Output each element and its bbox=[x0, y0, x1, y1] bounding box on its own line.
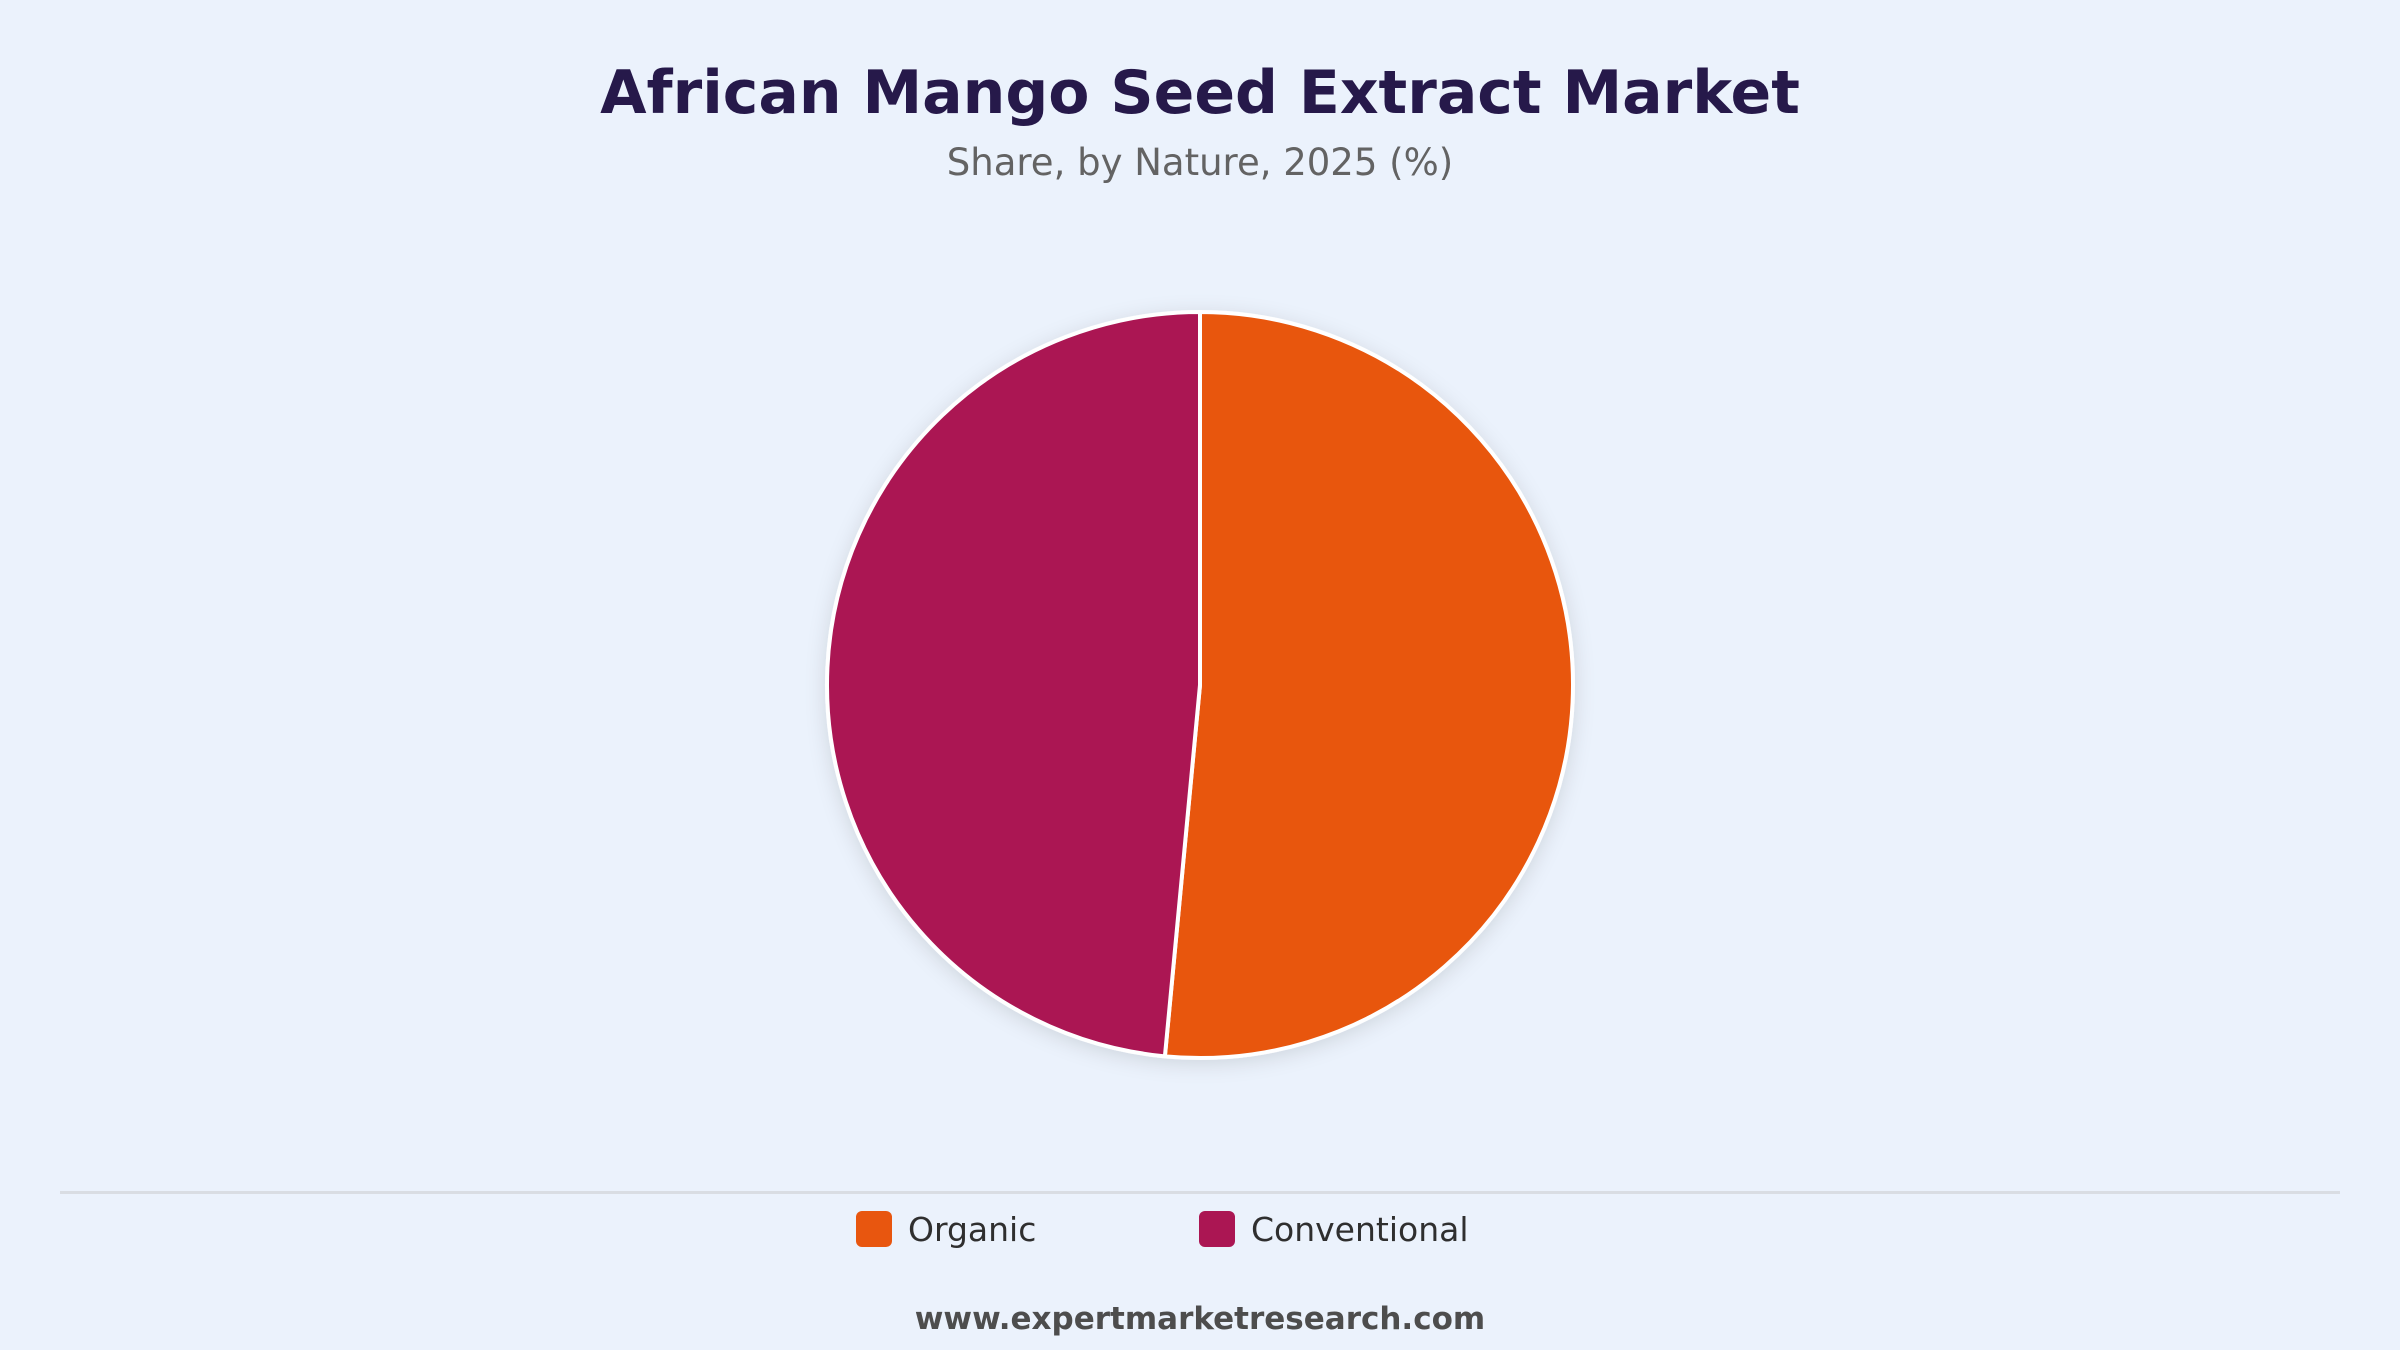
pie-slice-organic bbox=[1162, 310, 1575, 1060]
legend-label-conventional: Conventional bbox=[1251, 1209, 1469, 1249]
source-footer: www.expertmarketresearch.com bbox=[914, 1301, 1486, 1337]
chart-title: African Mango Seed Extract Market bbox=[600, 58, 1800, 128]
legend-label-organic: Organic bbox=[908, 1209, 1037, 1249]
legend-item-conventional: Conventional bbox=[1199, 1209, 1469, 1249]
legend-item-organic: Organic bbox=[856, 1209, 1036, 1249]
legend-divider bbox=[60, 1191, 2340, 1194]
chart-subtitle: Share, by Nature, 2025 (%) bbox=[946, 141, 1454, 184]
legend-swatch-conventional bbox=[1199, 1211, 1235, 1247]
pie-slice-conventional bbox=[825, 310, 1202, 1059]
legend-swatch-organic bbox=[856, 1211, 892, 1247]
